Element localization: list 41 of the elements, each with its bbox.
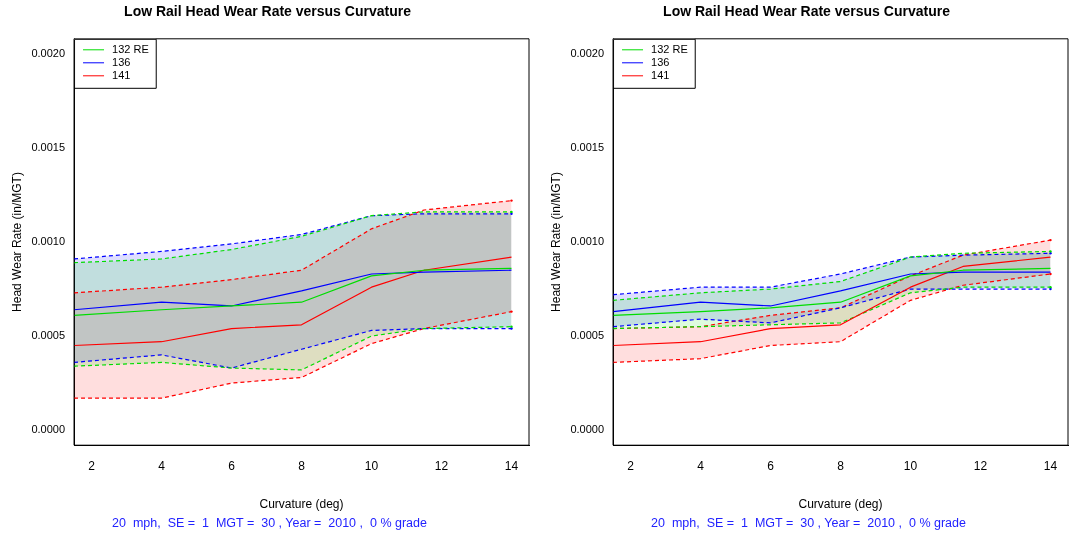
x-tick-label: 8 — [298, 458, 306, 473]
y-tick-label: 0.0015 — [570, 140, 605, 153]
line-series — [74, 311, 513, 399]
y-tick-label: 0.0020 — [570, 46, 605, 59]
x-tick-label: 12 — [434, 458, 449, 473]
y-axis-title: Head Wear Rate (in/MGT) — [548, 172, 563, 312]
y-tick-label: 0.0020 — [31, 46, 66, 59]
x-tick-label: 10 — [903, 458, 918, 473]
x-tick-label: 2 — [88, 458, 96, 473]
x-tick-label: 14 — [504, 458, 519, 473]
x-tick-label: 14 — [1043, 458, 1058, 473]
y-tick-label: 0.0010 — [31, 235, 66, 248]
x-tick-label: 10 — [364, 458, 379, 473]
legend-label: 141 — [112, 68, 131, 81]
y-tick-label: 0.0010 — [570, 235, 605, 248]
x-tick-label: 6 — [228, 458, 236, 473]
legend-label: 141 — [651, 68, 670, 81]
y-tick-label: 0.0000 — [570, 423, 605, 436]
y-tick-label: 0.0000 — [31, 423, 66, 436]
x-tick-label: 12 — [973, 458, 988, 473]
text: 20 mph, SE = 1 MGT = 30 , Year = 2010 , 0 % grade — [111, 516, 428, 530]
x-tick-label: 4 — [697, 458, 705, 473]
x-tick-label: 6 — [767, 458, 775, 473]
line-series — [74, 200, 513, 294]
x-tick-label: 8 — [837, 458, 845, 473]
text: 20 mph, SE = 1 MGT = 30 , Year = 2010 , 0 % grade — [650, 516, 967, 530]
y-tick-label: 0.0015 — [31, 140, 66, 153]
chart-title: Low Rail Head Wear Rate versus Curvature — [124, 3, 412, 20]
x-axis-title: Curvature (deg) — [259, 497, 344, 512]
x-axis-title: Curvature (deg) — [798, 497, 883, 512]
y-axis-title: Head Wear Rate (in/MGT) — [9, 172, 24, 312]
legend-label: 136 — [112, 55, 131, 68]
legend-label: 132 RE — [651, 42, 688, 55]
legend-label: 132 RE — [112, 42, 149, 55]
legend-label: 136 — [651, 55, 670, 68]
line-series — [613, 273, 1052, 364]
x-tick-label: 4 — [158, 458, 166, 473]
chart-title: Low Rail Head Wear Rate versus Curvature — [663, 3, 951, 20]
y-tick-label: 0.0005 — [31, 329, 66, 342]
y-tick-label: 0.0005 — [570, 329, 605, 342]
x-tick-label: 2 — [627, 458, 635, 473]
